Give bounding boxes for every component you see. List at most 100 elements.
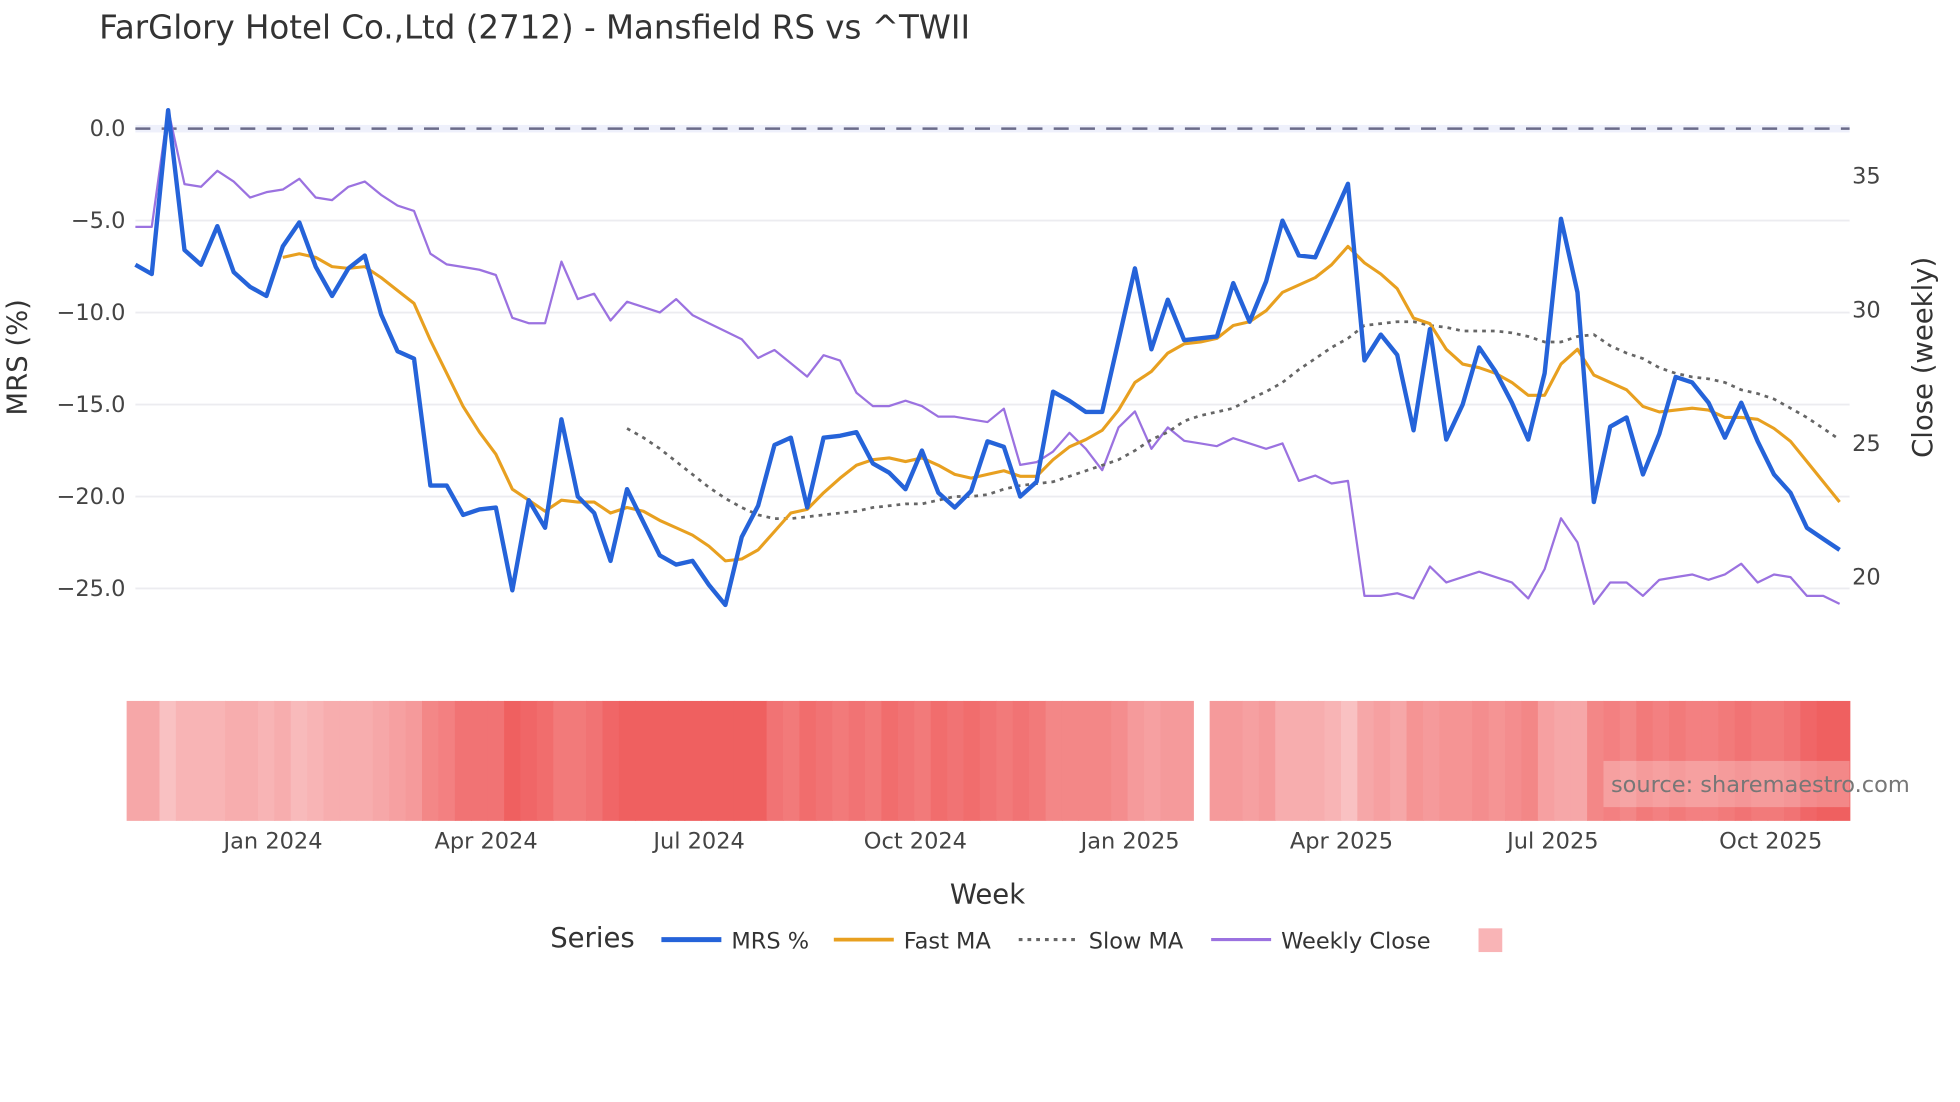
legend-label: Weekly Close xyxy=(1281,928,1430,954)
heatmap-cell xyxy=(1784,700,1802,821)
heatmap-cell xyxy=(996,700,1014,821)
heatmap-cell xyxy=(766,700,784,821)
source-watermark: source: sharemaestro.com xyxy=(1603,760,1910,808)
heatmap-cell xyxy=(1357,700,1375,821)
heatmap-cell xyxy=(979,700,997,821)
heatmap-cell xyxy=(471,700,489,821)
heatmap-cell xyxy=(914,700,932,821)
heatmap-cell xyxy=(1603,700,1621,821)
y2-tick-label: 20 xyxy=(1852,565,1881,591)
x-tick-label: Oct 2024 xyxy=(864,828,967,854)
y-axis-ticks: 0.0 −5.0 −10.0 −15.0 −20.0 −25.0 xyxy=(57,116,126,602)
heatmap-cell xyxy=(1537,700,1555,821)
zero-band xyxy=(135,124,1850,133)
heatmap-cell xyxy=(782,700,801,821)
heatmap-cell xyxy=(520,700,538,821)
legend-item-fast-ma[interactable]: Fast MA xyxy=(833,928,992,954)
heatmap-cell xyxy=(1390,700,1408,821)
heatmap-cell xyxy=(1078,700,1096,821)
heatmap-cell xyxy=(143,700,161,821)
heatmap-cell xyxy=(1751,700,1769,821)
heatmap-cell xyxy=(881,700,899,821)
heatmap-cell xyxy=(815,700,833,821)
heatmap-cell xyxy=(1258,700,1276,821)
heatmap-cell xyxy=(947,700,965,821)
x-tick-label: Jul 2025 xyxy=(1505,828,1598,854)
heatmap-cell xyxy=(1061,700,1080,821)
heatmap-cell xyxy=(257,700,276,821)
legend-item-mrs[interactable]: MRS % xyxy=(661,928,809,954)
heatmap-cell xyxy=(750,700,768,821)
heatmap-cell xyxy=(586,700,604,821)
heatmap-cell xyxy=(1587,700,1605,821)
legend-item-heatmap[interactable] xyxy=(1478,928,1503,953)
y-tick-label: −10.0 xyxy=(57,300,126,326)
heatmap-cell xyxy=(569,700,587,821)
heatmap-cell xyxy=(241,700,259,821)
heatmap-cell xyxy=(307,700,325,821)
x-axis-title: Week xyxy=(950,878,1025,910)
heatmap-cell xyxy=(865,700,883,821)
y2-axis-ticks: 35 30 25 20 xyxy=(1852,164,1881,591)
heatmap-cell xyxy=(192,700,210,821)
series-lines xyxy=(134,108,1841,608)
slow-ma-line xyxy=(626,320,1841,521)
heatmap-cell xyxy=(963,700,981,821)
legend-label: MRS % xyxy=(731,928,809,954)
heatmap-cell xyxy=(1816,700,1834,821)
heatmap-cell xyxy=(651,700,669,821)
heatmap-cell xyxy=(339,700,358,821)
heatmap-cell xyxy=(405,700,423,821)
heatmap-cell xyxy=(1176,700,1194,821)
x-axis-ticks: Jan 2024 Apr 2024 Jul 2024 Oct 2024 Jan 2025… xyxy=(222,828,1823,854)
heatmap-cell xyxy=(1111,700,1129,821)
heatmap-cell xyxy=(372,700,390,821)
heatmap-cell xyxy=(635,700,653,821)
heatmap-cell xyxy=(389,700,407,821)
legend-item-slow-ma[interactable]: Slow MA xyxy=(1018,928,1184,954)
heatmap-cell xyxy=(159,700,177,821)
heatmap-cell xyxy=(1833,700,1851,821)
heatmap-cell xyxy=(1488,700,1506,821)
heatmap-cell xyxy=(208,700,226,821)
legend-title: Series xyxy=(550,922,634,954)
x-tick-label: Apr 2024 xyxy=(434,828,537,854)
heatmap-cell xyxy=(832,700,850,821)
heatmap-cell xyxy=(1472,700,1490,821)
heatmap-cell xyxy=(438,700,456,821)
heatmap-cell xyxy=(1505,700,1523,821)
heatmap-cell xyxy=(1734,700,1752,821)
heatmap-cell xyxy=(618,700,637,821)
heatmap-cell xyxy=(323,700,341,821)
heatmap-cell xyxy=(1800,700,1818,821)
y-tick-label: −25.0 xyxy=(57,576,126,602)
heatmap-cell xyxy=(930,700,948,821)
heatmap-cell xyxy=(356,700,374,821)
heatmap-cell xyxy=(1160,700,1178,821)
x-tick-label: Jul 2024 xyxy=(651,828,744,854)
heatmap-cell xyxy=(422,700,440,821)
heatmap-cell xyxy=(897,700,916,821)
legend-label: Slow MA xyxy=(1089,928,1184,954)
heatmap-cell xyxy=(1226,700,1244,821)
x-tick-label: Jan 2025 xyxy=(1079,828,1180,854)
legend-label: Fast MA xyxy=(904,928,992,954)
heatmap-cell xyxy=(1652,700,1670,821)
heatmap-cell xyxy=(126,700,144,821)
y2-tick-label: 30 xyxy=(1852,297,1881,323)
mrs-line xyxy=(134,108,1841,608)
heatmap-cell xyxy=(1669,700,1687,821)
heatmap-cell xyxy=(799,700,817,821)
heatmap-cell xyxy=(1521,700,1539,821)
heatmap-cell xyxy=(1422,700,1441,821)
heatmap-cell xyxy=(602,700,620,821)
x-tick-label: Apr 2025 xyxy=(1290,828,1393,854)
y2-tick-label: 35 xyxy=(1852,164,1881,190)
y-tick-label: −15.0 xyxy=(57,392,126,418)
heatmap-cell xyxy=(733,700,751,821)
heatmap-cell xyxy=(553,700,571,821)
heatmap-cell xyxy=(1209,700,1227,821)
legend-item-weekly-close[interactable]: Weekly Close xyxy=(1211,928,1431,954)
y-tick-label: 0.0 xyxy=(90,116,126,142)
